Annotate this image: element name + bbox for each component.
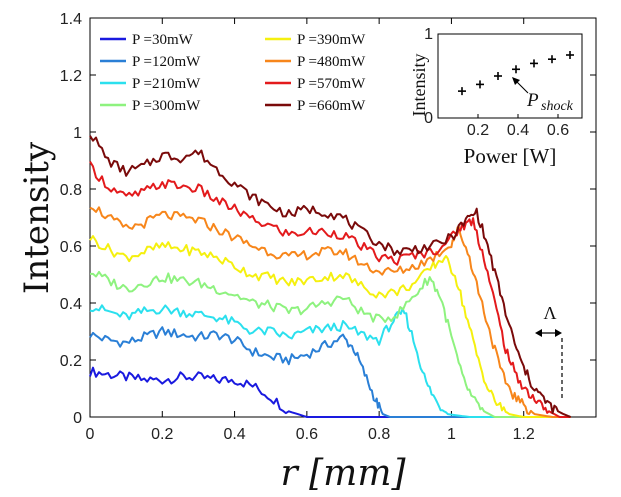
inset-x-tick-label: 0.6	[547, 122, 569, 139]
y-tick-label: 0.2	[60, 353, 82, 370]
inset-y-tick-label: 0	[424, 110, 433, 127]
y-tick-label: 1	[73, 125, 82, 142]
legend-label: P =390mW	[297, 32, 366, 48]
inset-data-point	[530, 59, 538, 68]
series-line-1	[89, 326, 571, 418]
legend-label: P =480mW	[297, 54, 366, 70]
x-tick-label: 0.2	[151, 426, 173, 443]
lambda-arrowhead-right	[555, 329, 562, 337]
inset-x-axis-title: Power [W]	[464, 144, 557, 168]
inset-x-tick-label: 0.2	[467, 122, 489, 139]
inset-data-point	[476, 80, 484, 89]
legend-label: P =120mW	[132, 54, 201, 70]
y-tick-label: 0	[73, 410, 82, 427]
inset-x-tick-label: 0.4	[507, 122, 529, 139]
p-shock-arrowhead	[512, 77, 520, 85]
x-axis-title: r [mm]	[280, 453, 406, 494]
inset-data-point	[494, 72, 502, 80]
lambda-label: Λ	[543, 303, 556, 323]
inset-data-point	[512, 65, 520, 74]
series-line-7	[89, 135, 572, 418]
main-axis-ticks: 0 0.2 0.4 0.6 0.8 1 1.2 0 0.2 0.4 0.6 0.8 1 1.2 1.4	[60, 11, 596, 443]
y-tick-label: 0.6	[60, 239, 82, 256]
x-tick-label: 0.6	[296, 426, 318, 443]
y-tick-label: 1.4	[60, 11, 82, 28]
inset-axis-ticks: 0.2 0.4 0.6 0 1	[424, 26, 569, 139]
series-line-5	[89, 206, 571, 418]
inset-y-tick-label: 1	[424, 26, 433, 43]
y-tick-label: 0.4	[60, 296, 82, 313]
main-series-group	[89, 135, 572, 418]
series-line-3	[90, 270, 571, 418]
series-line-0	[89, 366, 571, 418]
x-tick-label: 0	[86, 426, 95, 443]
y-tick-label: 1.2	[60, 68, 82, 85]
legend-label: P =210mW	[132, 76, 201, 92]
legend-label: P =570mW	[297, 76, 366, 92]
legend-label: P =30mW	[132, 32, 194, 48]
p-shock-subscript: shock	[541, 99, 574, 114]
x-tick-label: 1	[447, 426, 456, 443]
x-tick-label: 1.2	[513, 426, 535, 443]
p-shock-annotation: P shock	[512, 77, 574, 114]
series-line-6	[89, 160, 571, 418]
series-line-4	[89, 235, 571, 418]
inset-data-point	[566, 51, 574, 59]
inset-data-point	[458, 87, 466, 96]
legend-label: P =300mW	[132, 98, 201, 114]
y-axis-title: Intensity	[17, 141, 57, 294]
inset-plot-area	[437, 33, 583, 119]
lambda-annotation: Λ	[535, 303, 563, 398]
legend: P =30mW P =120mW P =210mW P =300mW P =390mW P…	[100, 32, 366, 114]
x-tick-label: 0.4	[223, 426, 245, 443]
inset-chart: 0.2 0.4 0.6 0 1 Power [W] Intensity P shock	[409, 26, 583, 168]
y-tick-label: 0.8	[60, 182, 82, 199]
p-shock-label: P	[526, 90, 539, 111]
inset-points-group	[458, 51, 574, 96]
inset-data-point	[548, 55, 556, 64]
lambda-arrowhead-left	[535, 329, 542, 337]
x-tick-label: 0.8	[368, 426, 390, 443]
inset-y-axis-title: Intensity	[409, 54, 429, 117]
legend-label: P =660mW	[297, 98, 366, 114]
series-line-2	[89, 304, 571, 418]
